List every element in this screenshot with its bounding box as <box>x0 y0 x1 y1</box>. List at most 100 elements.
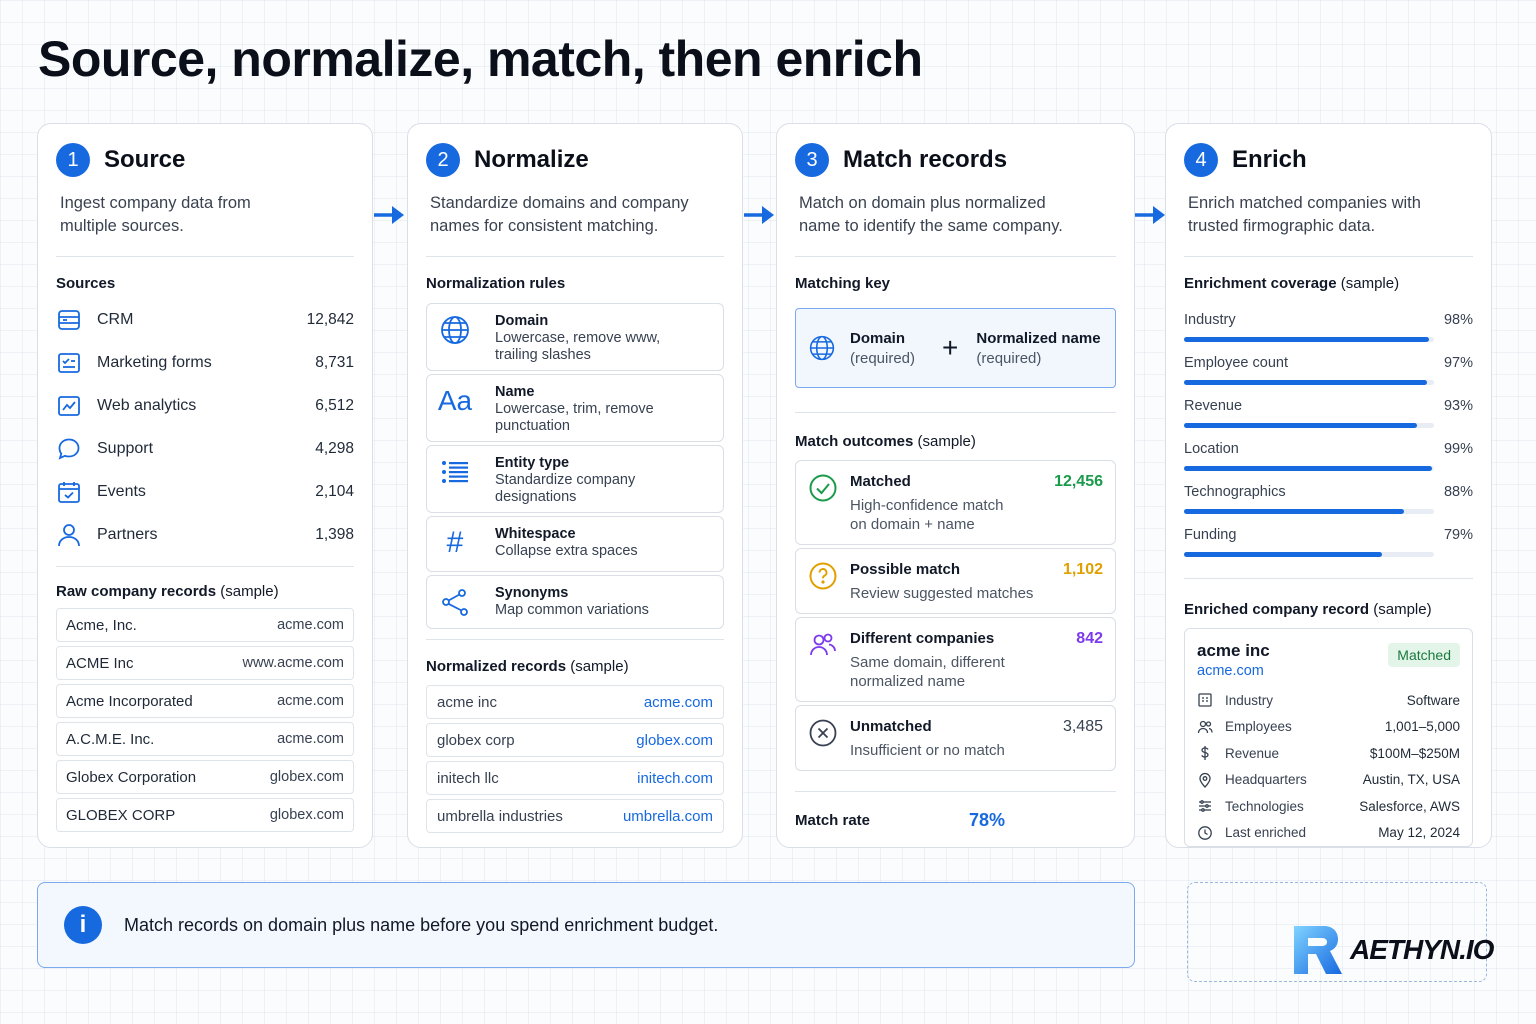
key-name-sub: (required) <box>976 349 1042 367</box>
share-icon <box>437 584 473 620</box>
source-row-crm: CRM 12,842 <box>56 298 354 341</box>
outcome-possible-match: Possible match Review suggested matches 1… <box>795 548 1116 614</box>
rules-list: Domain Lowercase, remove www, trailing sl… <box>426 303 724 629</box>
step-number: 3 <box>795 143 829 177</box>
chat-icon <box>58 438 80 460</box>
outcomes-list: Matched High-confidence match on domain +… <box>795 460 1116 771</box>
coverage-bar-track <box>1184 337 1434 342</box>
outcome-matched: Matched High-confidence match on domain +… <box>795 460 1116 545</box>
source-count: 8,731 <box>315 353 354 371</box>
normalized-records-list: acme inc acme.com globex corp globex.com i… <box>426 685 724 833</box>
coverage-bar-track <box>1184 466 1434 471</box>
dollar-icon <box>1201 746 1209 761</box>
coverage-bar-fill <box>1184 337 1429 342</box>
coverage-list: Industry 98% Employee count 97% Revenue 93% Lo… <box>1184 312 1473 570</box>
coverage-label: Funding <box>1184 527 1237 543</box>
tech-icon <box>1199 800 1211 813</box>
normalized-record-row: acme inc acme.com <box>426 685 724 719</box>
source-label: CRM <box>97 310 134 328</box>
outcomes-label: Match outcomes (sample) <box>795 433 976 450</box>
coverage-percent: 98% <box>1443 312 1473 328</box>
step-number: 2 <box>426 143 460 177</box>
outcome-unmatched: Unmatched Insufficient or no match 3,485 <box>795 705 1116 771</box>
coverage-label: Employee count <box>1184 355 1288 371</box>
enriched-record-card: acme inc acme.com Matched Industry Softwa… <box>1184 628 1473 847</box>
coverage-bar-track <box>1184 509 1434 514</box>
plus-icon: + <box>942 332 959 363</box>
logo-text: AETHYN.IO <box>1350 934 1494 965</box>
arrow-right-icon <box>1135 206 1165 224</box>
card-title: Source <box>104 146 186 173</box>
arrow-right-icon <box>374 206 404 224</box>
raw-record-row: ACME Inc www.acme.com <box>56 646 354 680</box>
coverage-bar-fill <box>1184 423 1417 428</box>
raw-record-row: Acme, Inc. acme.com <box>56 608 354 642</box>
coverage-percent: 79% <box>1443 527 1473 543</box>
record-field-technologies: Technologies Salesforce, AWS <box>1197 793 1460 820</box>
users-icon <box>810 633 836 656</box>
globe-icon <box>437 312 473 348</box>
record-field-employees: Employees 1,001–5,000 <box>1197 714 1460 741</box>
check-circle-icon <box>809 474 837 502</box>
users-icon <box>1197 720 1213 733</box>
rules-label: Normalization rules <box>426 275 566 292</box>
coverage-label: Industry <box>1184 312 1236 328</box>
coverage-percent: 88% <box>1443 484 1473 500</box>
page-title: Source, normalize, match, then enrich <box>38 31 923 87</box>
coverage-label: Enrichment coverage (sample) <box>1184 275 1400 292</box>
building-icon <box>1198 693 1212 707</box>
coverage-bar-fill <box>1184 509 1404 514</box>
crm-icon <box>58 309 80 330</box>
rule-synonyms: Synonyms Map common variations <box>426 575 724 629</box>
record-field-headquarters: Headquarters Austin, TX, USA <box>1197 767 1460 794</box>
raw-record-row: Globex Corporation globex.com <box>56 760 354 794</box>
record-field-industry: Industry Software <box>1197 687 1460 714</box>
pin-icon <box>1199 772 1211 788</box>
arrow-right-icon <box>744 206 774 224</box>
card-title: Normalize <box>474 146 589 173</box>
list-icon <box>437 454 473 490</box>
match-card: 3 Match records Match on domain plus nor… <box>776 123 1135 848</box>
coverage-label: Location <box>1184 441 1239 457</box>
matching-key-box: Domain (required) + Normalized name (req… <box>795 308 1116 388</box>
coverage-row: Technographics 88% <box>1184 484 1473 527</box>
source-count: 12,842 <box>306 310 354 328</box>
key-domain-sub: (required) <box>850 349 916 367</box>
card-title: Enrich <box>1232 146 1307 173</box>
record-field-last-enriched: Last enriched May 12, 2024 <box>1197 820 1460 847</box>
text-case-icon: Aa <box>437 385 473 416</box>
logo-mark-icon <box>1294 926 1342 974</box>
source-count: 6,512 <box>315 396 354 414</box>
calendar-icon <box>58 481 80 503</box>
form-icon <box>58 352 80 373</box>
key-name-title: Normalized name <box>976 329 1101 347</box>
logo-placeholder <box>1187 882 1487 982</box>
record-field-revenue: Revenue $100M–$250M <box>1197 740 1460 767</box>
raw-records-list: Acme, Inc. acme.com ACME Inc www.acme.com … <box>56 608 354 832</box>
card-description: Enrich matched companies with trusted fi… <box>1188 194 1421 235</box>
source-label: Support <box>97 439 154 457</box>
source-label: Partners <box>97 525 158 543</box>
question-circle-icon <box>809 562 837 590</box>
record-name: acme inc <box>1197 641 1270 660</box>
brand-logo: AETHYN.IO <box>1292 924 1494 976</box>
info-text: Match records on domain plus name before… <box>124 914 719 935</box>
clock-icon <box>1198 825 1212 840</box>
coverage-percent: 99% <box>1443 441 1473 457</box>
card-description: Ingest company data from multiple source… <box>60 194 251 235</box>
normalize-card: 2 Normalize Standardize domains and comp… <box>407 123 743 848</box>
raw-record-row: Acme Incorporated acme.com <box>56 684 354 718</box>
coverage-bar-track <box>1184 380 1434 385</box>
coverage-row: Industry 98% <box>1184 312 1473 355</box>
sources-label: Sources <box>56 275 116 292</box>
status-badge: Matched <box>1388 643 1460 667</box>
rule-domain: Domain Lowercase, remove www, trailing sl… <box>426 303 724 371</box>
matching-key-label: Matching key <box>795 275 891 292</box>
source-card: 1 Source Ingest company data from multip… <box>37 123 373 848</box>
coverage-bar-track <box>1184 423 1434 428</box>
coverage-row: Revenue 93% <box>1184 398 1473 441</box>
source-label: Events <box>97 482 146 500</box>
match-rate-label: Match rate <box>795 812 871 829</box>
source-row-marketing-forms: Marketing forms 8,731 <box>56 341 354 384</box>
match-rate-value: 78% <box>969 810 1006 830</box>
